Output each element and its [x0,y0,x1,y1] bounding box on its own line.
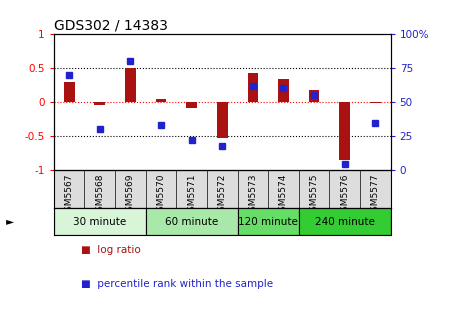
Bar [339,102,350,160]
Bar [299,208,391,235]
Text: 30 minute: 30 minute [73,216,127,226]
Text: GSM5576: GSM5576 [340,173,349,217]
Bar [186,102,197,108]
Bar [217,102,228,138]
Bar [247,73,258,102]
Bar [64,82,75,102]
Text: GSM5568: GSM5568 [95,173,104,217]
Text: GSM5570: GSM5570 [157,173,166,217]
Text: ■  percentile rank within the sample: ■ percentile rank within the sample [81,279,273,289]
Bar [309,90,319,102]
Bar [94,102,105,106]
Text: 120 minute: 120 minute [238,216,298,226]
Bar [125,68,136,102]
Text: GSM5577: GSM5577 [371,173,380,217]
Bar [278,79,289,102]
Text: ■  log ratio: ■ log ratio [81,245,141,255]
Text: GSM5575: GSM5575 [310,173,319,217]
Bar [238,208,299,235]
Text: 60 minute: 60 minute [165,216,218,226]
Text: GSM5573: GSM5573 [248,173,257,217]
Text: GSM5569: GSM5569 [126,173,135,217]
Text: time  ►: time ► [0,216,14,226]
Bar [146,208,238,235]
Text: 240 minute: 240 minute [315,216,374,226]
Text: GSM5572: GSM5572 [218,173,227,217]
Bar [370,102,381,103]
Text: GDS302 / 14383: GDS302 / 14383 [54,18,168,33]
Text: GSM5567: GSM5567 [65,173,74,217]
Bar [156,99,167,102]
Text: GSM5574: GSM5574 [279,173,288,217]
Text: GSM5571: GSM5571 [187,173,196,217]
Bar [54,208,146,235]
